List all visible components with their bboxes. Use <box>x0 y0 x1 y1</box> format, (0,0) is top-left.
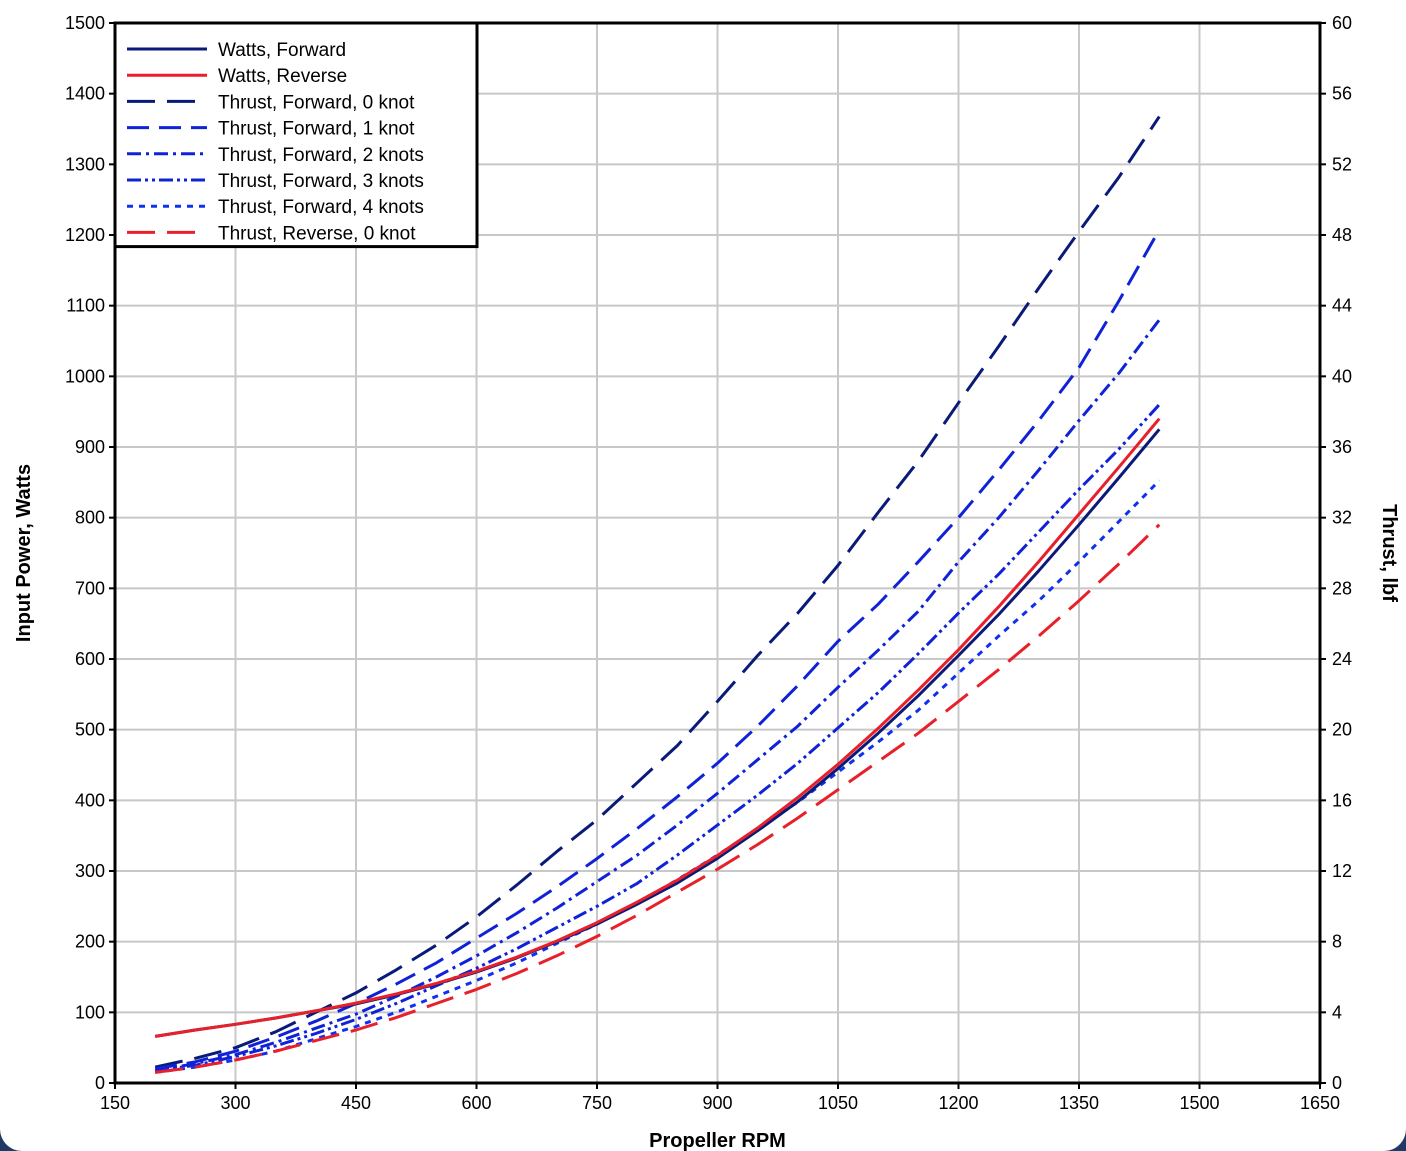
series-lines <box>154 115 1161 1074</box>
x-tick-label: 900 <box>702 1093 732 1113</box>
y-tick-label: 300 <box>75 861 105 881</box>
y-tick-label: 800 <box>75 508 105 528</box>
legend-label: Thrust, Forward, 4 knots <box>218 197 424 218</box>
y2-axis-title: Thrust, lbf <box>1378 504 1400 602</box>
series-line-thrust-forward-4-knots <box>155 479 1161 1074</box>
y2-tick-label: 16 <box>1332 790 1352 810</box>
series-line-thrust-forward-1-knot <box>154 228 1161 1071</box>
legend-box <box>113 21 479 249</box>
y-tick-label: 500 <box>75 720 105 740</box>
legend-label: Watts, Forward <box>218 40 346 61</box>
x-tick-label: 1650 <box>1300 1093 1340 1113</box>
y2-tick-label: 20 <box>1332 720 1352 740</box>
y2-tick-label: 44 <box>1332 296 1352 316</box>
y-tick-label: 1500 <box>65 13 105 33</box>
legend-label: Thrust, Forward, 0 knot <box>218 92 415 113</box>
y-tick-label: 900 <box>75 437 105 457</box>
x-tick-label: 450 <box>341 1093 371 1113</box>
series-line-watts-reverse <box>154 417 1161 1038</box>
y-tick-label: 1100 <box>66 296 105 316</box>
y2-tick-label: 36 <box>1332 437 1352 457</box>
y-tick-label: 600 <box>75 649 105 669</box>
x-tick-label: 1350 <box>1059 1093 1099 1113</box>
y2-tick-label: 32 <box>1332 508 1352 528</box>
x-axis-title: Propeller RPM <box>649 1130 786 1151</box>
legend-label: Thrust, Forward, 1 knot <box>218 119 415 140</box>
x-tick-label: 1050 <box>818 1093 858 1113</box>
legend: Watts, Forward Watts, Reverse Thrust, Forw… <box>113 21 479 249</box>
y2-tick-label: 52 <box>1332 154 1352 174</box>
x-tick-label: 750 <box>582 1093 612 1113</box>
y2-tick-label: 56 <box>1332 84 1352 104</box>
y-tick-label: 1000 <box>65 366 105 386</box>
series-line-thrust-forward-3-knots <box>155 403 1161 1073</box>
y2-tick-label: 0 <box>1332 1073 1342 1093</box>
series-line-thrust-reverse-0-knot <box>155 523 1161 1074</box>
y-tick-label: 100 <box>75 1002 105 1022</box>
y2-tick-label: 60 <box>1332 13 1352 33</box>
y2-tick-label: 48 <box>1332 225 1352 245</box>
series-line-thrust-forward-2-knots <box>154 318 1161 1073</box>
y2-tick-label: 12 <box>1332 861 1352 881</box>
y2-tick-label: 24 <box>1332 649 1352 669</box>
legend-label: Thrust, Reverse, 0 knot <box>218 223 416 244</box>
y-tick-label: 200 <box>75 932 105 952</box>
x-tick-label: 1200 <box>938 1093 978 1113</box>
y2-tick-label: 8 <box>1332 932 1342 952</box>
series-line-thrust-forward-0-knot <box>154 115 1161 1069</box>
x-tick-label: 1500 <box>1179 1093 1219 1113</box>
y-tick-label: 1200 <box>65 225 105 245</box>
legend-label: Watts, Reverse <box>218 66 347 87</box>
y-axis-title: Input Power, Watts <box>13 464 35 642</box>
x-tick-label: 600 <box>461 1093 491 1113</box>
y2-tick-label: 28 <box>1332 578 1352 598</box>
x-tick-label: 150 <box>100 1093 130 1113</box>
y-tick-label: 1300 <box>65 154 105 174</box>
y2-tick-label: 4 <box>1332 1002 1342 1022</box>
x-tick-label: 300 <box>220 1093 250 1113</box>
series-line-watts-forward <box>154 428 1161 1038</box>
y2-tick-label: 40 <box>1332 366 1352 386</box>
y-tick-label: 1400 <box>65 84 105 104</box>
y-tick-label: 400 <box>75 790 105 810</box>
tick-labels: 150 300 450 600 750 900 1050 1200 1350 1500 165001… <box>65 13 1352 1113</box>
y-tick-label: 0 <box>95 1073 105 1093</box>
y-tick-label: 700 <box>75 578 105 598</box>
legend-label: Thrust, Forward, 2 knots <box>218 145 424 166</box>
legend-label: Thrust, Forward, 3 knots <box>218 171 424 192</box>
